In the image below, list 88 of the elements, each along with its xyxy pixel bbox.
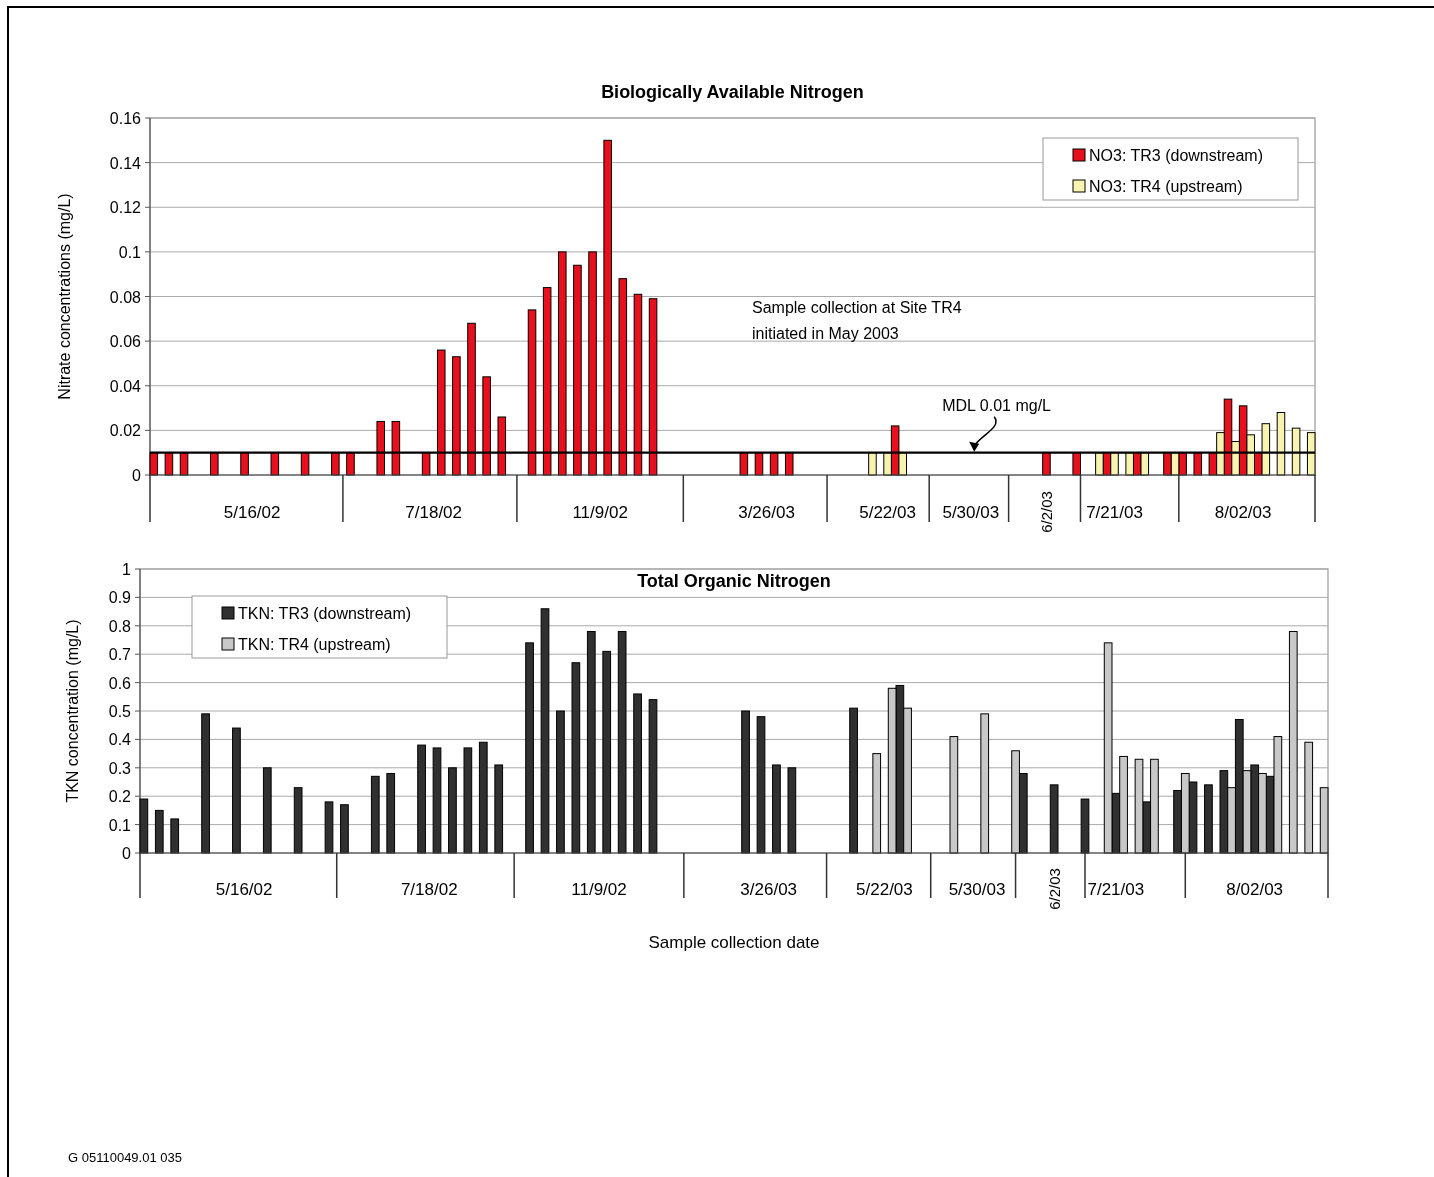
x-tick-label: 6/2/03	[1038, 491, 1056, 533]
legend-label: NO3: TR3 (downstream)	[1089, 147, 1263, 164]
y-tick-label: 0.08	[109, 288, 142, 306]
y-tick-label: 0.1	[118, 243, 142, 261]
bar	[448, 767, 457, 854]
x-tick-label: 7/18/02	[400, 880, 458, 899]
y-tick-label: 0.1	[108, 816, 132, 834]
bar	[324, 801, 334, 854]
x-axis-title: Sample collection date	[648, 933, 820, 952]
bar	[586, 630, 596, 854]
legend-label: TKN: TR4 (upstream)	[238, 636, 391, 653]
bar	[980, 713, 990, 854]
bar	[602, 650, 612, 854]
bar	[386, 772, 396, 854]
x-tick-label: 6/2/03	[1046, 868, 1064, 910]
legend-label: TKN: TR3 (downstream)	[238, 605, 412, 622]
bar	[1304, 741, 1314, 854]
y-tick-label: 0.5	[108, 703, 132, 720]
y-tick-label: 0.16	[109, 110, 142, 127]
x-tick-label: 5/16/02	[215, 880, 273, 899]
bar	[232, 727, 241, 854]
bar	[617, 630, 627, 854]
y-tick-label: 0.7	[108, 646, 132, 664]
bar	[787, 767, 797, 854]
ref-line-label: MDL 0.01 mg/L	[942, 396, 1052, 414]
bar	[949, 736, 959, 854]
bar	[432, 747, 442, 854]
y-tick-label: 0.4	[108, 731, 132, 749]
y-tick-label: 0.02	[109, 422, 142, 440]
x-tick-label: 8/02/03	[1214, 503, 1272, 522]
bar	[201, 713, 210, 854]
x-tick-label: 5/30/03	[942, 503, 1000, 522]
bar	[525, 642, 534, 854]
bar	[170, 818, 180, 854]
x-tick-label: 11/9/02	[572, 503, 628, 522]
bar	[340, 804, 349, 854]
bar	[293, 787, 303, 854]
y-axis-title: TKN concentration (mg/L)	[64, 619, 81, 803]
bar	[772, 764, 781, 854]
y-tick-label: 0.14	[109, 154, 142, 172]
x-tick-label: 5/22/03	[859, 503, 916, 522]
y-tick-label: 1	[122, 561, 132, 578]
y-tick-label: 0.12	[109, 199, 142, 217]
y-tick-label: 0.8	[108, 617, 132, 635]
bar	[756, 716, 766, 854]
legend-label: NO3: TR4 (upstream)	[1089, 178, 1243, 195]
y-axis-title: Nitrate concentrations (mg/L)	[56, 193, 73, 400]
x-tick-label: 7/18/02	[405, 503, 463, 522]
bar	[648, 699, 658, 854]
bar	[849, 707, 858, 854]
bar	[1319, 787, 1329, 854]
bar	[540, 608, 550, 854]
x-tick-label: 5/22/03	[856, 880, 913, 899]
y-tick-label: 0	[122, 845, 132, 862]
bar	[571, 662, 581, 854]
text: G 05110049.01 035	[68, 1150, 182, 1165]
bar	[556, 710, 565, 854]
x-tick-label: 3/26/03	[738, 503, 795, 522]
x-tick-label: 3/26/03	[740, 880, 798, 899]
bar	[633, 693, 642, 854]
chart-title: Total Organic Nitrogen	[637, 571, 831, 591]
x-tick-label: 7/21/03	[1086, 503, 1143, 522]
bar	[872, 753, 882, 854]
x-tick-label: 8/02/03	[1226, 880, 1284, 899]
y-tick-label: 0.6	[108, 674, 132, 692]
chart-title: Biologically Available Nitrogen	[601, 82, 864, 102]
bar	[463, 747, 473, 854]
bar	[1288, 630, 1298, 854]
bar	[154, 809, 164, 854]
bar	[1049, 784, 1059, 854]
x-tick-label: 5/30/03	[948, 880, 1006, 899]
x-tick-label: 11/9/02	[571, 880, 627, 899]
y-tick-label: 0.2	[108, 788, 132, 806]
bar	[741, 710, 750, 854]
bar	[1204, 784, 1213, 854]
bar	[478, 741, 488, 854]
y-tick-label: 0	[132, 467, 142, 484]
bar	[417, 744, 426, 854]
y-tick-label: 0.04	[109, 377, 142, 395]
x-tick-label: 5/16/02	[223, 503, 281, 522]
y-tick-label: 0.3	[108, 759, 132, 777]
annotation: Sample collection at Site TR4 initiated in May 2003	[752, 299, 962, 342]
x-tick-label: 7/21/03	[1087, 880, 1145, 899]
bar	[370, 775, 380, 854]
bar	[494, 764, 504, 854]
y-tick-label: 0.06	[109, 333, 142, 351]
y-tick-label: 0.9	[108, 589, 132, 607]
bar	[262, 767, 272, 854]
